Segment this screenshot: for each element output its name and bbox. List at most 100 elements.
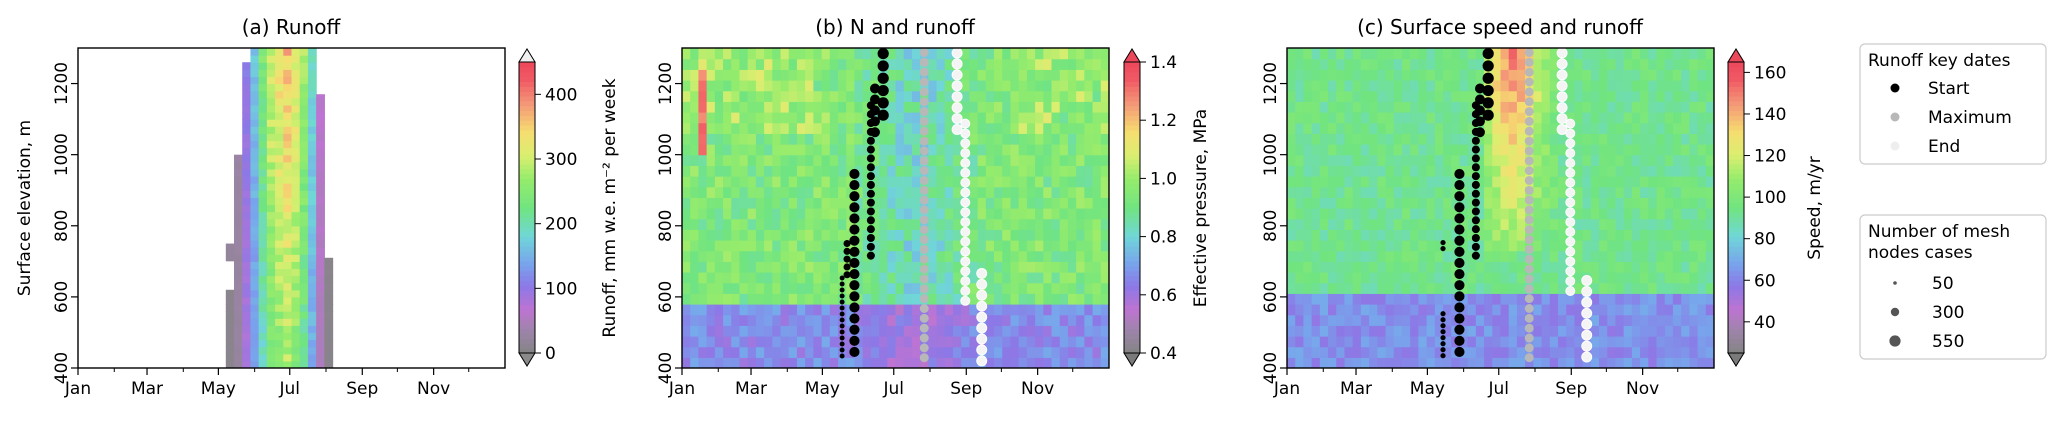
heatmap-cell (870, 176, 880, 188)
heatmap-cell (1393, 186, 1403, 198)
heatmap-cell (723, 90, 732, 102)
heatmap-cell (862, 218, 872, 230)
heatmap-cell (813, 346, 823, 358)
heatmap-cell (961, 101, 971, 113)
heatmap-cell (1705, 336, 1714, 348)
panel-b-ytick-label: 1200 (656, 62, 676, 105)
legend-size-550-marker (1889, 335, 1901, 347)
heatmap-cell (805, 69, 814, 81)
heatmap-cell (1010, 218, 1020, 230)
heatmap-cell (813, 250, 823, 262)
heatmap-cell (1623, 229, 1633, 241)
heatmap-cell (1492, 69, 1502, 81)
runoff-cell (299, 247, 309, 255)
heatmap-cell (739, 176, 749, 188)
heatmap-cell (887, 357, 897, 368)
heatmap-cell (1697, 357, 1707, 368)
heatmap-cell (1344, 325, 1354, 337)
heatmap-cell (1426, 293, 1436, 305)
heatmap-cell (928, 112, 938, 124)
heatmap-cell (936, 304, 946, 316)
heatmap-cell (1459, 208, 1469, 220)
heatmap-cell (895, 325, 905, 337)
heatmap-cell (1018, 186, 1028, 198)
key-date-start-point (849, 191, 860, 202)
heatmap-cell (1377, 272, 1387, 284)
heatmap-cell (895, 197, 905, 209)
heatmap-cell (1623, 272, 1633, 284)
heatmap-cell (1010, 144, 1020, 156)
runoff-cell (242, 161, 252, 170)
heatmap-cell (690, 229, 700, 241)
colorbar-segment (519, 76, 535, 82)
heatmap-cell (936, 186, 946, 198)
heatmap-cell (1018, 282, 1028, 294)
colorbar-segment (1728, 129, 1744, 136)
runoff-cell (307, 126, 317, 134)
heatmap-cell (1035, 282, 1044, 294)
key-date-start-point (1440, 246, 1446, 252)
heatmap-cell (780, 346, 790, 358)
runoff-cell (258, 90, 268, 99)
heatmap-cell (903, 144, 913, 156)
heatmap-cell (1393, 325, 1403, 337)
heatmap-cell (952, 304, 962, 316)
heatmap-cell (1697, 314, 1707, 326)
heatmap-cell (1664, 346, 1674, 358)
heatmap-cell (1344, 80, 1354, 92)
key-date-start-point (849, 335, 860, 346)
key-date-start-point (1440, 353, 1446, 359)
heatmap-cell (805, 165, 814, 177)
heatmap-cell (838, 208, 847, 220)
heatmap-cell (1336, 186, 1346, 198)
heatmap-cell (1426, 58, 1436, 70)
panel-a-xtick-label: Jul (278, 379, 300, 399)
runoff-cell (266, 282, 276, 291)
heatmap-cell (1656, 48, 1666, 60)
heatmap-cell (1076, 282, 1085, 294)
heatmap-cell (854, 229, 864, 241)
heatmap-cell (1623, 197, 1633, 209)
heatmap-cell (796, 325, 806, 337)
heatmap-cell (731, 48, 741, 60)
runoff-cell (283, 76, 293, 85)
heatmap-cell (1516, 101, 1526, 113)
heatmap-cell (961, 314, 971, 326)
key-date-end-point (976, 355, 988, 367)
heatmap-cell (1051, 101, 1061, 113)
runoff-cell (283, 325, 293, 334)
heatmap-cell (788, 346, 798, 358)
key-date-start-point (1471, 233, 1480, 243)
runoff-cell (291, 254, 301, 262)
heatmap-cell (1590, 357, 1600, 368)
heatmap-cell (1426, 218, 1436, 230)
key-date-start-point (839, 341, 845, 347)
heatmap-cell (1492, 272, 1502, 284)
heatmap-cell (1508, 48, 1518, 60)
heatmap-cell (706, 165, 716, 177)
runoff-cell (283, 176, 293, 184)
heatmap-cell (690, 250, 700, 262)
heatmap-cell (1360, 48, 1370, 60)
heatmap-cell (1623, 357, 1633, 368)
heatmap-cell (1076, 314, 1085, 326)
heatmap-cell (1035, 197, 1044, 209)
heatmap-cell (1051, 282, 1061, 294)
heatmap-cell (1393, 293, 1403, 305)
heatmap-cell (1369, 336, 1378, 348)
runoff-cell (242, 211, 252, 220)
heatmap-cell (862, 48, 872, 60)
key-date-end-point (1556, 102, 1568, 114)
heatmap-cell (862, 282, 872, 294)
heatmap-cell (1393, 208, 1403, 220)
heatmap-cell (829, 282, 839, 294)
runoff-cell (307, 83, 317, 92)
heatmap-cell (1319, 197, 1329, 209)
key-date-end-point (1581, 307, 1593, 319)
runoff-cell (316, 176, 325, 184)
runoff-cell (258, 296, 268, 305)
runoff-cell (299, 126, 309, 134)
heatmap-cell (1607, 240, 1617, 252)
heatmap-cell (723, 165, 732, 177)
